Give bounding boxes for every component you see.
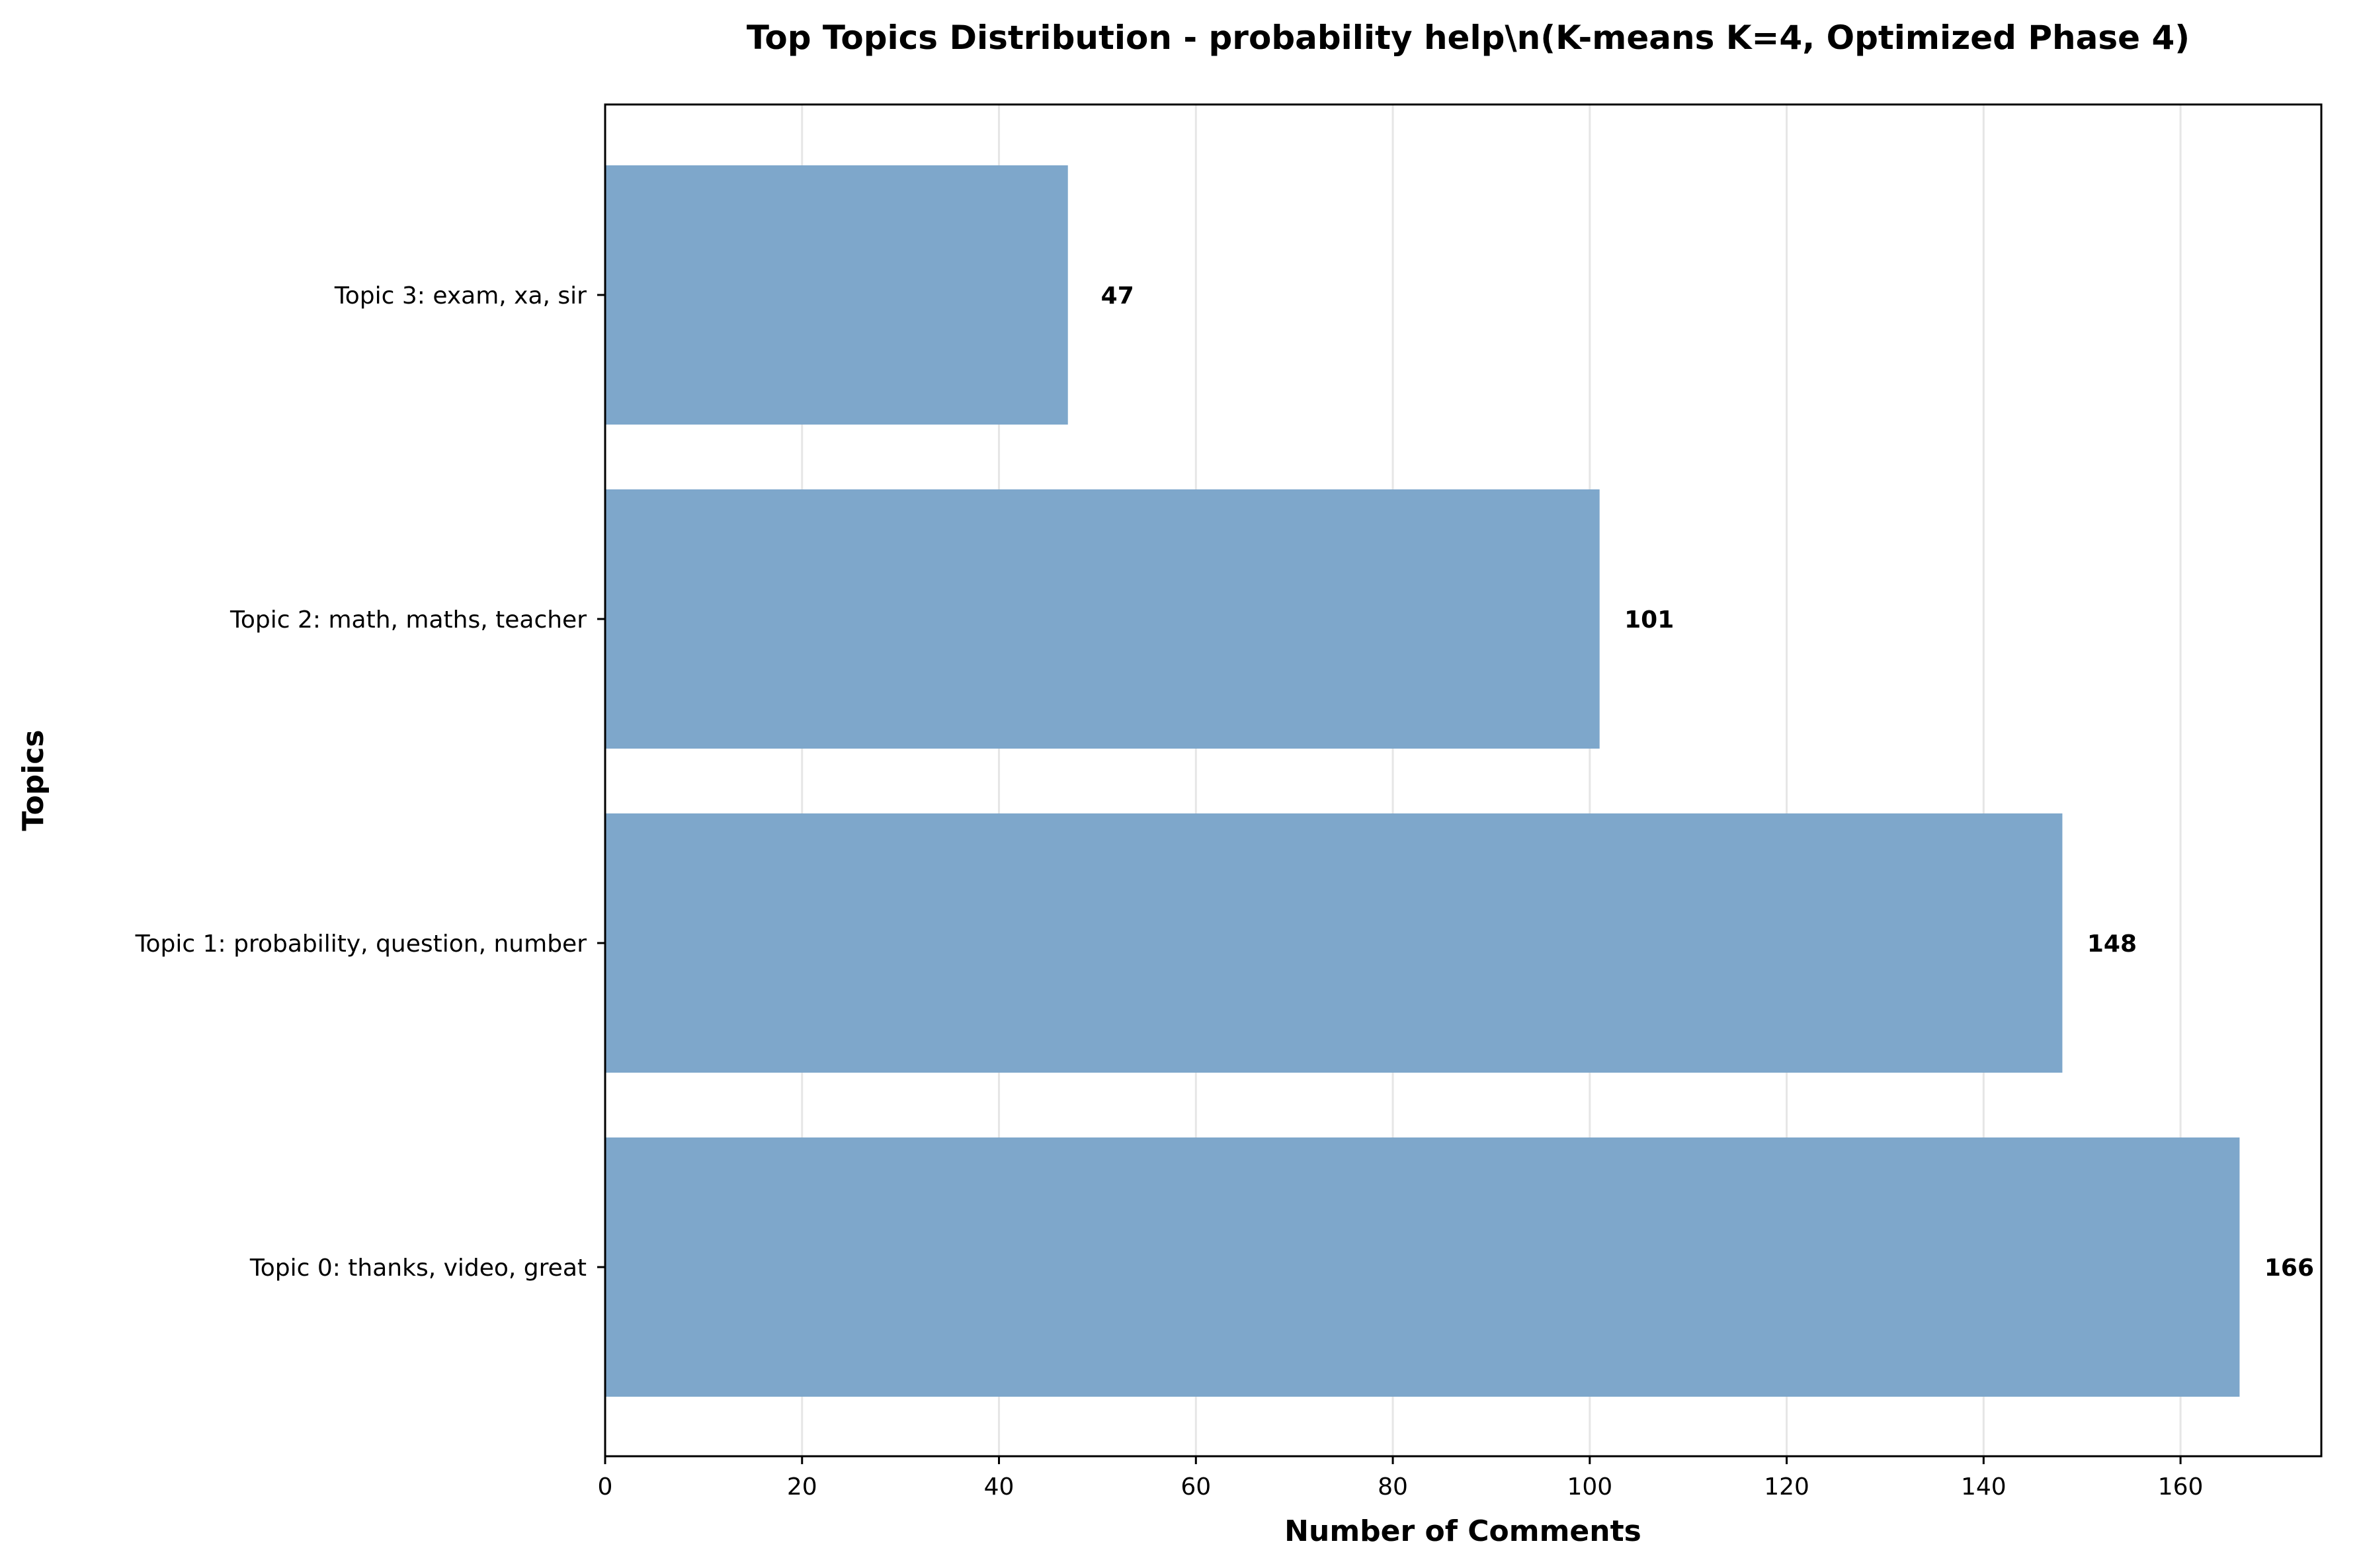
bar-value-label: 148 [2087,930,2137,958]
chart-title: Top Topics Distribution - probability he… [747,19,2190,57]
bar-value-label: 101 [1624,606,1674,634]
y-tick-label: Topic 1: probability, question, number [135,930,587,958]
bar [605,165,1068,425]
bar-value-label: 166 [2264,1255,2314,1282]
y-axis-label: Topics [17,729,50,831]
plot-frame [604,103,2323,1458]
y-tick-label: Topic 3: exam, xa, sir [334,282,587,309]
ticks [597,294,2182,1464]
x-tick-label: 60 [1180,1473,1211,1501]
x-tick-label: 100 [1567,1473,1612,1501]
x-tick-label: 120 [1764,1473,1809,1501]
labels: 0 20 40 60 80 100 120 140 160 Topic 0: thanks, vi… [135,282,2314,1501]
y-tick-label: Topic 2: math, maths, teacher [229,606,587,634]
x-tick-label: 20 [787,1473,817,1501]
x-axis-label: Number of Comments [1284,1514,1641,1548]
bar [605,489,1600,749]
x-tick-label: 80 [1378,1473,1408,1501]
x-tick-label: 40 [984,1473,1015,1501]
bar-value-label: 47 [1101,282,1134,309]
bar [605,1137,2240,1397]
bars [605,165,2240,1397]
y-tick-label: Topic 0: thanks, video, great [249,1255,587,1282]
x-tick-label: 140 [1961,1473,2007,1501]
bar [605,813,2063,1073]
x-tick-label: 160 [2158,1473,2204,1501]
x-tick-label: 0 [598,1473,613,1501]
